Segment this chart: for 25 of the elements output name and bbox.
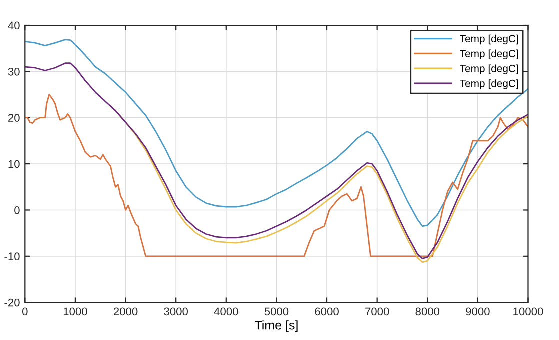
x-tick-label: 10000 xyxy=(514,308,544,316)
x-tick-label: 2000 xyxy=(114,308,138,316)
x-tick-label: 6000 xyxy=(315,308,339,316)
line-series xyxy=(25,62,528,260)
y-tick-label: 0 xyxy=(14,206,20,214)
x-tick-label: 5000 xyxy=(264,308,289,316)
x-tick-label: 8000 xyxy=(416,308,440,316)
legend-label: Temp [degC] xyxy=(460,64,518,74)
y-tick-label: 10 xyxy=(8,160,20,168)
x-tick-label: 1000 xyxy=(64,308,88,316)
x-tick-label: 3000 xyxy=(164,308,188,316)
y-tick-label: 20 xyxy=(8,114,20,122)
x-tick-label: 9000 xyxy=(466,308,490,316)
legend-label: Temp [degC] xyxy=(460,80,518,90)
line-series xyxy=(25,94,528,258)
x-tick-label: 0 xyxy=(22,308,28,316)
y-tick-label: -10 xyxy=(4,252,20,261)
x-tick-label: 4000 xyxy=(214,308,238,316)
y-tick-label: 30 xyxy=(8,68,20,76)
legend-label: Temp [degC] xyxy=(460,34,518,45)
y-tick-label: 40 xyxy=(8,22,20,30)
y-tick-label: -20 xyxy=(4,298,20,307)
x-tick-label: 7000 xyxy=(366,308,390,316)
legend-label: Temp [degC] xyxy=(460,50,518,60)
x-axis-title: Time [s] xyxy=(255,320,298,332)
